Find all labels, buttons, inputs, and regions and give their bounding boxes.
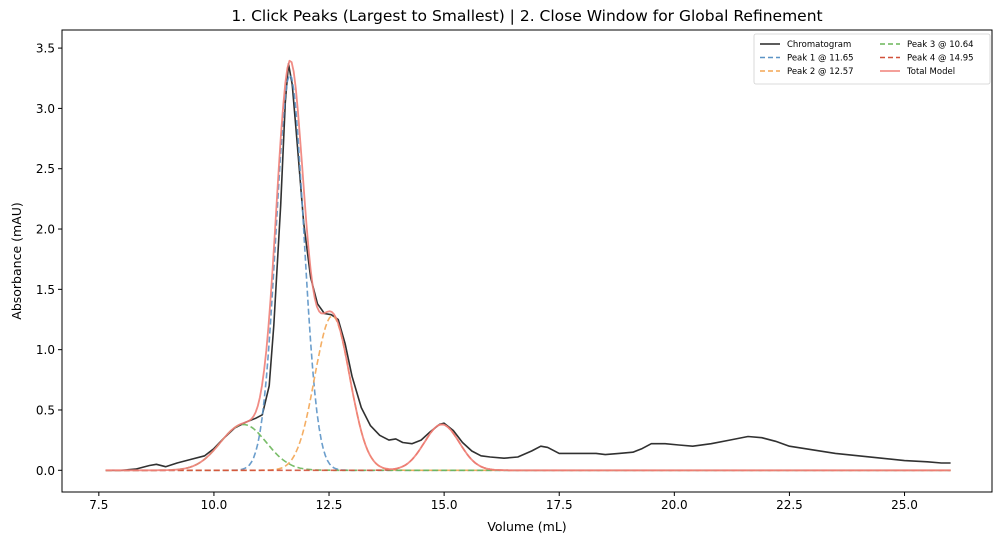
x-tick-label: 22.5 bbox=[776, 498, 803, 512]
x-axis-label: Volume (mL) bbox=[487, 519, 566, 534]
series-layer bbox=[105, 59, 951, 472]
x-tick-label: 10.0 bbox=[201, 498, 228, 512]
total-model-line bbox=[105, 59, 951, 472]
x-axis: 7.5 10.0 12.5 15.0 17.5 20.0 22.5 25.0 bbox=[89, 492, 918, 512]
y-tick-label: 1.5 bbox=[36, 283, 55, 297]
x-tick-label: 25.0 bbox=[891, 498, 918, 512]
chromatogram-line bbox=[105, 62, 951, 472]
legend-label: Peak 4 @ 14.95 bbox=[907, 54, 974, 64]
y-tick-label: 3.5 bbox=[36, 42, 55, 56]
x-tick-label: 17.5 bbox=[546, 498, 573, 512]
y-tick-label: 2.5 bbox=[36, 162, 55, 176]
legend-label: Peak 2 @ 12.57 bbox=[787, 67, 854, 77]
plot-area bbox=[61, 29, 993, 493]
chart-title: 1. Click Peaks (Largest to Smallest) | 2… bbox=[231, 7, 822, 25]
x-tick-label: 7.5 bbox=[89, 498, 108, 512]
legend-box bbox=[753, 33, 991, 85]
x-tick-label: 12.5 bbox=[316, 498, 343, 512]
legend-label: Peak 1 @ 11.65 bbox=[787, 54, 854, 64]
legend-label: Chromatogram bbox=[787, 40, 851, 50]
y-tick-label: 0.5 bbox=[36, 403, 55, 417]
y-tick-label: 2.0 bbox=[36, 223, 55, 237]
y-tick-label: 1.0 bbox=[36, 343, 55, 357]
legend-label: Peak 3 @ 10.64 bbox=[907, 40, 974, 50]
legend: Chromatogram Peak 1 @ 11.65 Peak 2 @ 12.57… bbox=[753, 33, 991, 85]
axes-frame bbox=[61, 29, 993, 493]
y-tick-label: 0.0 bbox=[36, 464, 55, 478]
y-tick-label: 3.0 bbox=[36, 102, 55, 116]
y-axis: 0.0 0.5 1.0 1.5 2.0 2.5 3.0 3.5 bbox=[36, 42, 62, 478]
x-tick-label: 15.0 bbox=[431, 498, 458, 512]
legend-label: Total Model bbox=[906, 67, 955, 77]
y-axis-label: Absorbance (mAU) bbox=[9, 202, 24, 319]
x-tick-label: 20.0 bbox=[661, 498, 688, 512]
